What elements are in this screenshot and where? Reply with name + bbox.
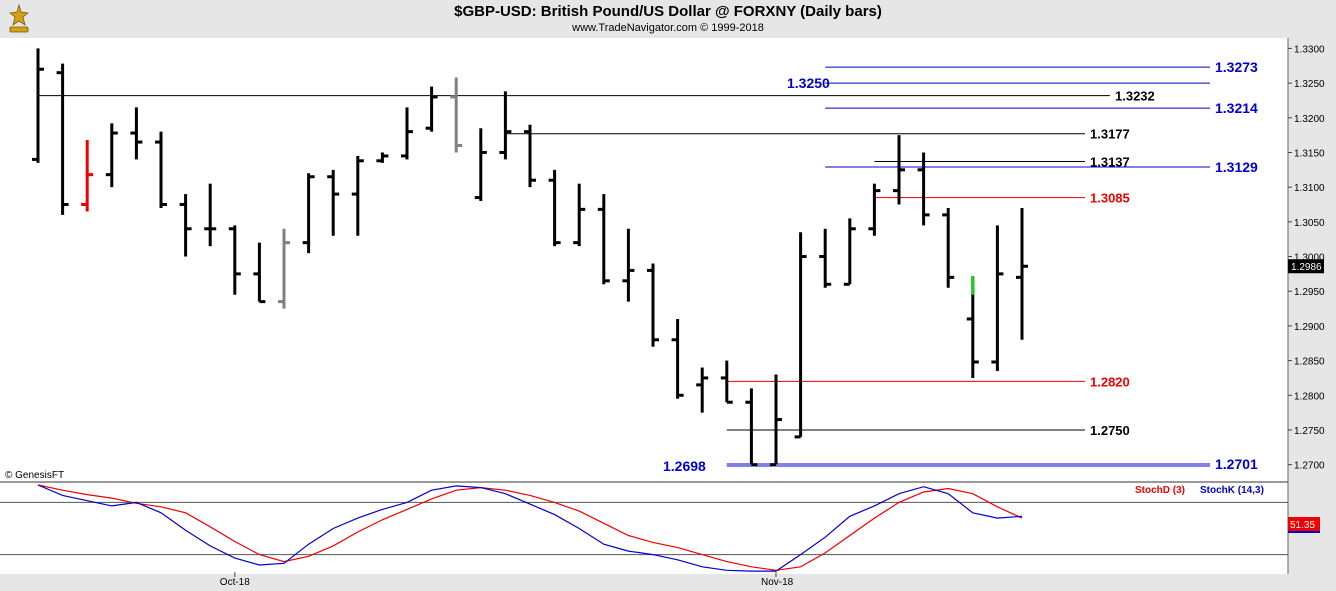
trade-navigator-logo bbox=[9, 3, 29, 33]
level-label: 1.2701 bbox=[1215, 456, 1258, 472]
ohlc-bar bbox=[942, 207, 955, 288]
y-tick-label: 1.3000 bbox=[1294, 253, 1325, 264]
time-axis-panel bbox=[0, 574, 1336, 591]
ohlc-bar bbox=[228, 225, 241, 295]
price-axis-panel bbox=[1288, 38, 1336, 591]
ohlc-bar bbox=[671, 318, 684, 399]
level-label: 1.3273 bbox=[1215, 59, 1258, 75]
level-label: 1.3232 bbox=[1115, 89, 1155, 104]
y-tick-label: 1.2850 bbox=[1294, 357, 1325, 368]
stoch-legend-k: StochK (14,3) bbox=[1200, 485, 1264, 496]
ohlc-bar bbox=[573, 183, 586, 247]
ohlc-bar bbox=[1016, 207, 1028, 340]
ohlc-bar bbox=[720, 360, 733, 404]
ohlc-bar bbox=[794, 232, 807, 439]
chart-subtitle: www.TradeNavigator.com © 1999-2018 bbox=[572, 22, 764, 34]
level-label: 1.3137 bbox=[1090, 154, 1130, 169]
ohlc-bar bbox=[32, 48, 44, 163]
y-tick-label: 1.2750 bbox=[1294, 426, 1325, 437]
ohlc-bar bbox=[130, 107, 143, 160]
last-price-label: 1.2986 bbox=[1291, 262, 1322, 273]
y-tick-label: 1.3250 bbox=[1294, 79, 1325, 90]
ohlc-bar bbox=[499, 91, 512, 160]
ohlc-bar bbox=[868, 183, 881, 236]
level-label: 1.2820 bbox=[1090, 374, 1130, 389]
y-tick-label: 1.3300 bbox=[1294, 44, 1325, 55]
ohlc-bar bbox=[302, 173, 315, 254]
ohlc-bar bbox=[524, 124, 536, 188]
y-tick-label: 1.2700 bbox=[1294, 461, 1325, 472]
ohlc-bar bbox=[966, 275, 979, 378]
stoch-last-badge bbox=[1288, 517, 1320, 531]
ohlc-bar bbox=[548, 169, 561, 247]
ohlc-bar bbox=[278, 228, 290, 309]
ohlc-bar bbox=[843, 218, 856, 286]
ohlc-bar bbox=[696, 367, 709, 413]
y-tick-label: 1.3150 bbox=[1294, 148, 1325, 159]
x-tick-label: Oct-18 bbox=[220, 577, 250, 588]
stoch-last-value: 51.35 bbox=[1290, 520, 1315, 531]
ohlc-bar bbox=[155, 131, 167, 208]
ohlc-bar bbox=[745, 388, 758, 467]
ohlc-bar bbox=[81, 139, 94, 212]
level-label: 1.3085 bbox=[1090, 191, 1130, 206]
level-label: 1.3177 bbox=[1090, 127, 1130, 142]
y-tick-label: 1.3200 bbox=[1294, 114, 1325, 125]
ohlc-bar bbox=[327, 169, 340, 236]
ohlc-bar bbox=[56, 63, 69, 215]
ohlc-bar bbox=[917, 152, 930, 226]
ohlc-bar bbox=[401, 107, 413, 160]
stoch-series-line bbox=[37, 484, 1023, 572]
y-tick-label: 1.2900 bbox=[1294, 322, 1325, 333]
ohlc-bar bbox=[376, 152, 389, 163]
chart-title: $GBP-USD: British Pound/US Dollar @ FORX… bbox=[454, 3, 882, 20]
copyright-text: © GenesisFT bbox=[5, 470, 64, 481]
y-tick-label: 1.2800 bbox=[1294, 391, 1325, 402]
ohlc-bar bbox=[450, 77, 463, 153]
stoch-legend-d: StochD (3) bbox=[1135, 485, 1185, 496]
ohlc-bar bbox=[351, 155, 364, 236]
ohlc-bar bbox=[179, 194, 192, 257]
level-label: 1.3214 bbox=[1215, 100, 1258, 116]
ohlc-bar bbox=[819, 228, 832, 288]
chart-header: $GBP-USD: British Pound/US Dollar @ FORX… bbox=[0, 0, 1336, 38]
x-tick-label: Nov-18 bbox=[761, 577, 794, 588]
ohlc-bar bbox=[770, 374, 782, 467]
ohlc-bar bbox=[893, 135, 905, 205]
stoch-series-line bbox=[37, 484, 1023, 571]
y-tick-label: 1.2950 bbox=[1294, 287, 1325, 298]
ohlc-bar bbox=[991, 225, 1004, 371]
level-label: 1.3129 bbox=[1215, 159, 1258, 175]
stoch-last-badge-k bbox=[1288, 531, 1320, 533]
y-tick-label: 1.3050 bbox=[1294, 218, 1325, 229]
ohlc-bar bbox=[105, 123, 118, 188]
ohlc-bar bbox=[204, 183, 217, 247]
ohlc-bar bbox=[474, 128, 487, 202]
ohlc-bar bbox=[597, 194, 610, 285]
level-label: 1.2698 bbox=[663, 458, 706, 474]
last-price-badge bbox=[1288, 259, 1324, 274]
ohlc-bar bbox=[253, 242, 266, 304]
level-label: 1.3250 bbox=[787, 75, 830, 91]
ohlc-bar bbox=[622, 228, 635, 302]
ohlc-bar bbox=[647, 263, 659, 347]
y-tick-label: 1.3100 bbox=[1294, 183, 1325, 194]
ohlc-bar bbox=[425, 86, 438, 132]
level-label: 1.2750 bbox=[1090, 423, 1130, 438]
